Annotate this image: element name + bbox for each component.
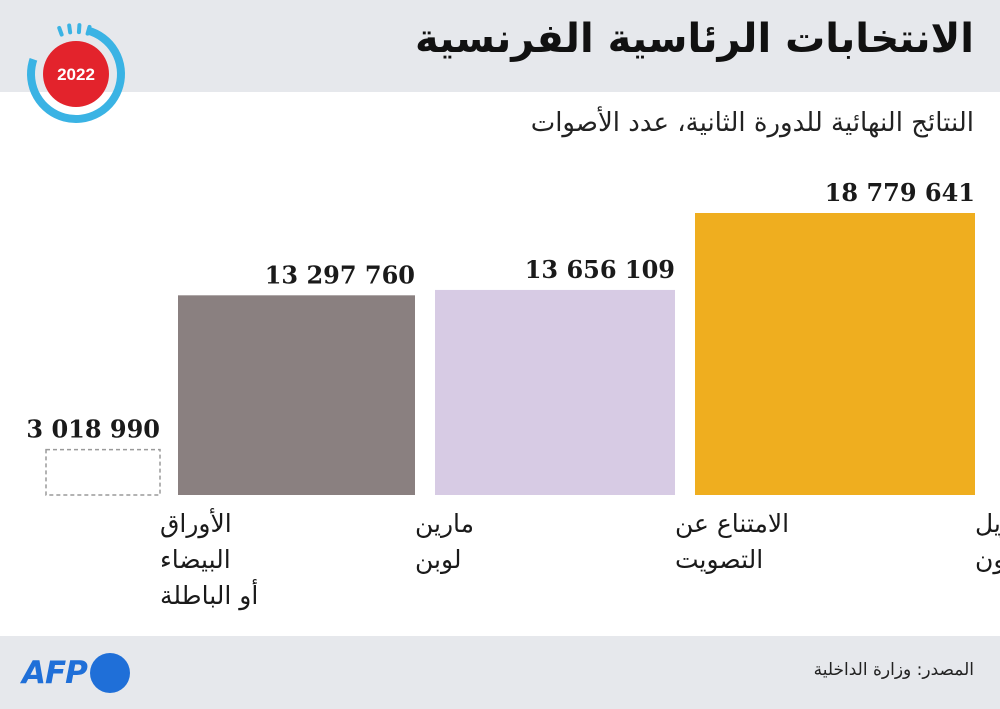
- page-title: الانتخابات الرئاسية الفرنسية: [414, 16, 974, 62]
- source-note: المصدر: وزارة الداخلية: [813, 660, 974, 680]
- chart-subtitle: النتائج النهائية للدورة الثانية، عدد الأ…: [530, 108, 974, 138]
- header-band: [0, 0, 1000, 92]
- badge-ticks: [57, 23, 92, 37]
- category-label-1-0: الامتناع عن: [675, 509, 789, 538]
- category-label-2-0: مارين: [415, 509, 474, 538]
- bar-chart: 18 779 641 إيمانويل ماكرون 13 656 109 الامتن…: [26, 178, 1000, 611]
- badge-year: 2022: [57, 65, 95, 84]
- bar-2: [178, 295, 415, 495]
- category-label-1-1: التصويت: [675, 545, 763, 574]
- value-label-3: 3 018 990: [26, 415, 160, 444]
- category-label-2-1: لوبن: [415, 545, 462, 574]
- category-label-0-1: ماكرون: [975, 545, 1000, 575]
- value-label-0: 18 779 641: [825, 178, 975, 207]
- category-label-0-0: إيمانويل: [975, 509, 1000, 539]
- category-label-3-2: أو الباطلة: [160, 578, 258, 611]
- footer-band: [0, 636, 1000, 709]
- bar-0: [695, 213, 975, 495]
- value-label-2: 13 297 760: [265, 260, 415, 289]
- category-label-3-0: الأوراق: [160, 507, 232, 539]
- category-label-3-1: البيضاء: [160, 545, 231, 574]
- afp-logo: AFP: [22, 651, 130, 695]
- election-2022-badge: 2022: [27, 23, 125, 123]
- bar-3: [45, 448, 161, 496]
- badge-inner-circle: [43, 41, 109, 107]
- bar-1: [435, 289, 675, 495]
- afp-logo-dot: [89, 653, 130, 693]
- value-label-1: 13 656 109: [525, 255, 675, 284]
- afp-logo-text: AFP: [22, 655, 88, 691]
